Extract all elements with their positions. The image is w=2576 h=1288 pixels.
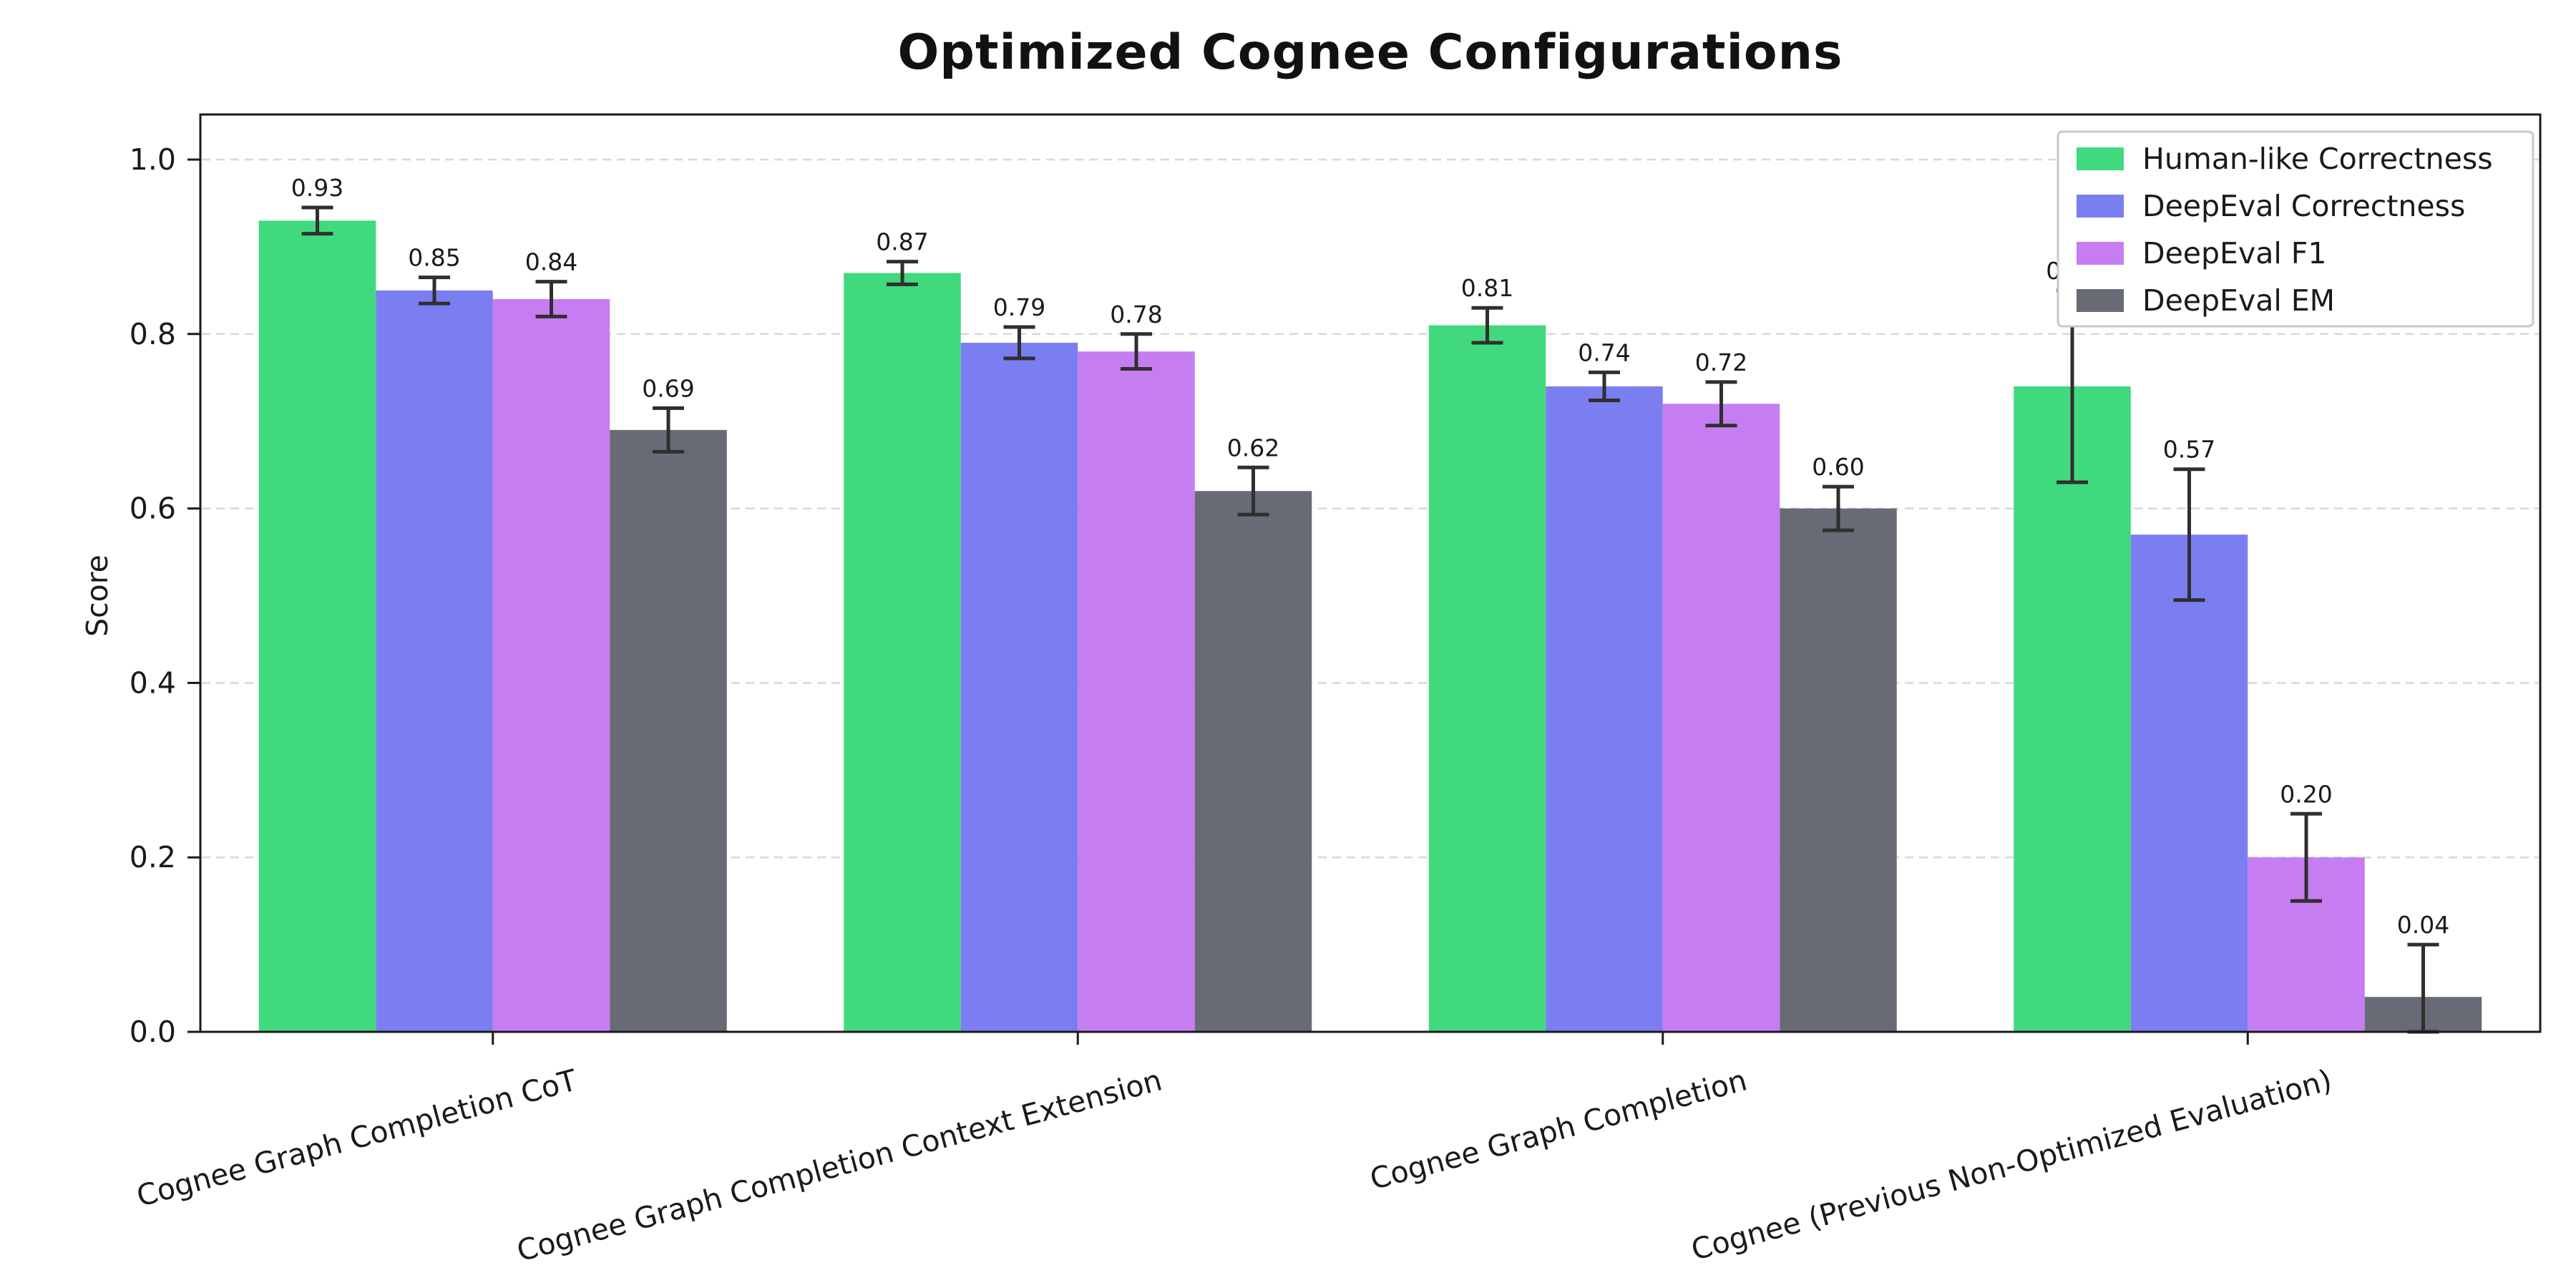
legend-swatch-4	[2077, 289, 2124, 312]
bar-value-label: 0.87	[876, 228, 928, 256]
x-tick-label: Cognee (Previous Non-Optimized Evaluatio…	[1688, 1063, 2336, 1267]
bar-4-cat-2	[1194, 491, 1312, 1032]
legend-box	[2057, 130, 2534, 328]
bar-2-cat-2	[960, 342, 1078, 1032]
bar-value-label: 0.78	[1110, 301, 1162, 328]
bar-value-label: 0.72	[1695, 348, 1747, 376]
bar-3-cat-3	[1662, 404, 1780, 1032]
bar-value-label: 0.62	[1227, 434, 1279, 462]
chart-title: Optimized Cognee Configurations	[897, 24, 1843, 81]
bar-value-label: 0.85	[408, 244, 460, 272]
bar-2-cat-3	[1546, 386, 1663, 1032]
x-tick-label: Cognee Graph Completion CoT	[133, 1063, 581, 1214]
bar-2-cat-4	[2130, 535, 2248, 1032]
legend-label-2: DeepEval Correctness	[2142, 189, 2465, 223]
y-tick-label: 0.8	[130, 317, 176, 351]
bar-3-cat-1	[492, 299, 610, 1032]
bar-value-label: 0.74	[1578, 338, 1630, 366]
bar-value-label: 0.79	[993, 293, 1045, 321]
bar-1-cat-3	[1428, 325, 1546, 1032]
bar-2-cat-1	[376, 290, 493, 1033]
bar-value-label: 0.93	[291, 174, 343, 202]
y-tick-label: 0.4	[130, 665, 176, 700]
legend-label-1: Human-like Correctness	[2142, 142, 2493, 176]
y-tick-label: 1.0	[130, 142, 176, 177]
legend-swatch-1	[2077, 147, 2124, 170]
bar-value-label: 0.60	[1812, 453, 1864, 481]
legend-swatch-3	[2077, 242, 2124, 265]
bar-3-cat-2	[1078, 351, 1195, 1032]
bar-1-cat-1	[258, 220, 376, 1033]
bar-value-label: 0.57	[2163, 436, 2215, 464]
legend-swatch-2	[2077, 195, 2124, 218]
bar-4-cat-1	[610, 429, 727, 1032]
plot-border	[199, 113, 2542, 1033]
y-tick-label: 0.2	[130, 840, 176, 874]
y-axis-label: Score	[80, 555, 114, 637]
x-tick-label: Cognee Graph Completion Context Extensio…	[513, 1063, 1166, 1268]
bar-value-label: 0.69	[642, 374, 694, 402]
y-tick-label: 0.0	[130, 1015, 176, 1049]
bar-1-cat-4	[2014, 386, 2131, 1032]
bar-value-label: 0.20	[2280, 780, 2332, 808]
bar-4-cat-3	[1780, 508, 1897, 1032]
bar-value-label: 0.84	[525, 248, 577, 276]
bar-value-label: 0.04	[2397, 911, 2449, 939]
y-tick-label: 0.6	[130, 492, 176, 526]
legend-label-4: DeepEval EM	[2142, 283, 2335, 318]
bar-value-label: 0.81	[1461, 274, 1513, 302]
x-tick-label: Cognee Graph Completion	[1367, 1063, 1751, 1196]
legend-label-3: DeepEval F1	[2142, 236, 2326, 270]
bar-1-cat-2	[844, 273, 961, 1033]
